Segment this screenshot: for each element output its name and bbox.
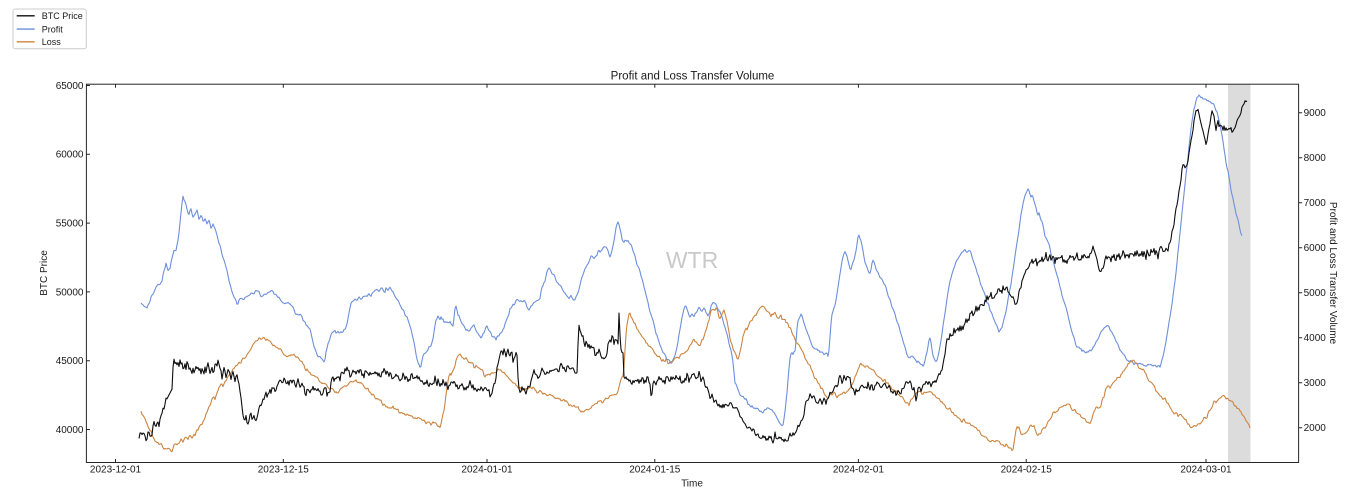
svg-text:2023-12-15: 2023-12-15	[258, 465, 310, 476]
svg-text:Time: Time	[681, 479, 703, 490]
svg-text:6000: 6000	[1304, 243, 1327, 254]
svg-text:BTC Price: BTC Price	[39, 250, 50, 296]
svg-text:BTC Price: BTC Price	[42, 11, 83, 21]
svg-text:2024-01-15: 2024-01-15	[629, 465, 681, 476]
svg-text:2024-02-01: 2024-02-01	[833, 465, 885, 476]
svg-text:55000: 55000	[56, 219, 84, 230]
svg-text:4000: 4000	[1304, 333, 1327, 344]
svg-text:WTR: WTR	[666, 247, 718, 273]
svg-text:7000: 7000	[1304, 198, 1327, 209]
svg-text:Profit and Loss Transfer Volum: Profit and Loss Transfer Volume	[611, 71, 775, 83]
svg-text:3000: 3000	[1304, 378, 1327, 389]
svg-text:5000: 5000	[1304, 288, 1327, 299]
svg-text:2024-01-01: 2024-01-01	[461, 465, 513, 476]
svg-text:60000: 60000	[56, 150, 84, 161]
svg-text:2024-02-15: 2024-02-15	[1001, 465, 1053, 476]
svg-text:2024-03-01: 2024-03-01	[1180, 465, 1232, 476]
svg-text:40000: 40000	[56, 425, 84, 436]
svg-text:65000: 65000	[56, 81, 84, 92]
svg-text:Profit and Loss Transfer Volum: Profit and Loss Transfer Volume	[1327, 202, 1338, 345]
svg-text:50000: 50000	[56, 287, 84, 298]
svg-text:8000: 8000	[1304, 153, 1327, 164]
svg-text:Profit: Profit	[42, 24, 64, 34]
svg-text:Loss: Loss	[42, 37, 62, 47]
svg-text:2023-12-01: 2023-12-01	[90, 465, 142, 476]
svg-text:2000: 2000	[1304, 423, 1327, 434]
svg-text:45000: 45000	[56, 356, 84, 367]
svg-text:9000: 9000	[1304, 108, 1327, 119]
